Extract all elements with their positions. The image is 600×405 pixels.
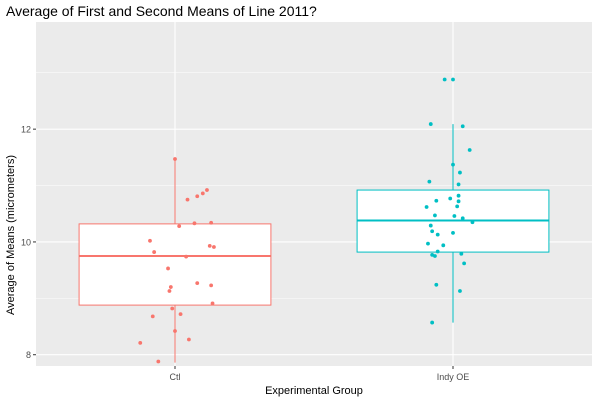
data-point (434, 198, 439, 203)
boxplots (78, 124, 550, 363)
data-point (460, 216, 465, 221)
data-point (435, 232, 440, 237)
data-point (428, 122, 433, 126)
data-point (456, 182, 461, 187)
data-point (434, 282, 439, 287)
data-point (459, 251, 464, 256)
data-point (426, 241, 430, 246)
data-point (424, 205, 429, 209)
data-point (170, 306, 175, 311)
data-point (210, 301, 215, 306)
y-tick-label: 10 (21, 237, 31, 247)
data-point (451, 231, 455, 235)
data-point (166, 266, 170, 271)
data-point (448, 196, 453, 201)
data-point (195, 281, 200, 286)
data-point (184, 254, 189, 259)
data-point (467, 148, 472, 152)
axes: 8 10 12 Ctl Indy OE (21, 125, 469, 382)
data-point (212, 245, 216, 249)
data-point (168, 285, 173, 289)
jitter-points (138, 77, 475, 364)
x-tick-label: Indy OE (437, 372, 470, 382)
data-point (156, 359, 161, 364)
data-point (458, 289, 462, 293)
data-point (433, 213, 437, 218)
data-point (200, 191, 205, 196)
data-point (452, 214, 457, 218)
data-point (430, 320, 435, 325)
y-tick-label: 12 (21, 125, 31, 135)
data-point (187, 337, 191, 342)
data-point (209, 283, 214, 288)
data-point (192, 221, 197, 226)
data-point (456, 193, 461, 198)
data-point (138, 340, 143, 345)
data-point (442, 77, 447, 82)
box-iqr (78, 223, 272, 306)
y-tick-label: 8 (26, 350, 31, 360)
y-axis-label: Average of Means (micrometers) (5, 155, 17, 315)
data-point (451, 162, 455, 167)
data-point (148, 238, 152, 243)
data-point (178, 312, 183, 317)
data-point (167, 289, 172, 293)
data-point (441, 243, 446, 248)
x-tick-label: Ctl (170, 372, 181, 382)
data-point (462, 261, 467, 266)
data-point (455, 204, 460, 209)
data-point (456, 199, 461, 204)
data-point (451, 77, 455, 82)
data-point (433, 254, 437, 258)
data-point (207, 243, 212, 248)
data-point (173, 329, 177, 333)
data-point (150, 314, 155, 319)
data-point (152, 250, 157, 254)
data-point (427, 179, 432, 184)
x-axis-label: Experimental Group (265, 385, 363, 397)
data-point (173, 157, 177, 161)
data-point (458, 170, 462, 175)
data-point (470, 220, 475, 225)
data-point (195, 194, 200, 199)
data-point (430, 229, 435, 234)
data-point (435, 249, 440, 254)
data-point (205, 188, 209, 192)
data-point (460, 124, 465, 129)
data-point (209, 220, 214, 225)
data-point (185, 197, 190, 202)
data-point (177, 224, 182, 229)
data-point (428, 223, 433, 228)
chart-title: Average of First and Second Means of Lin… (6, 3, 317, 19)
